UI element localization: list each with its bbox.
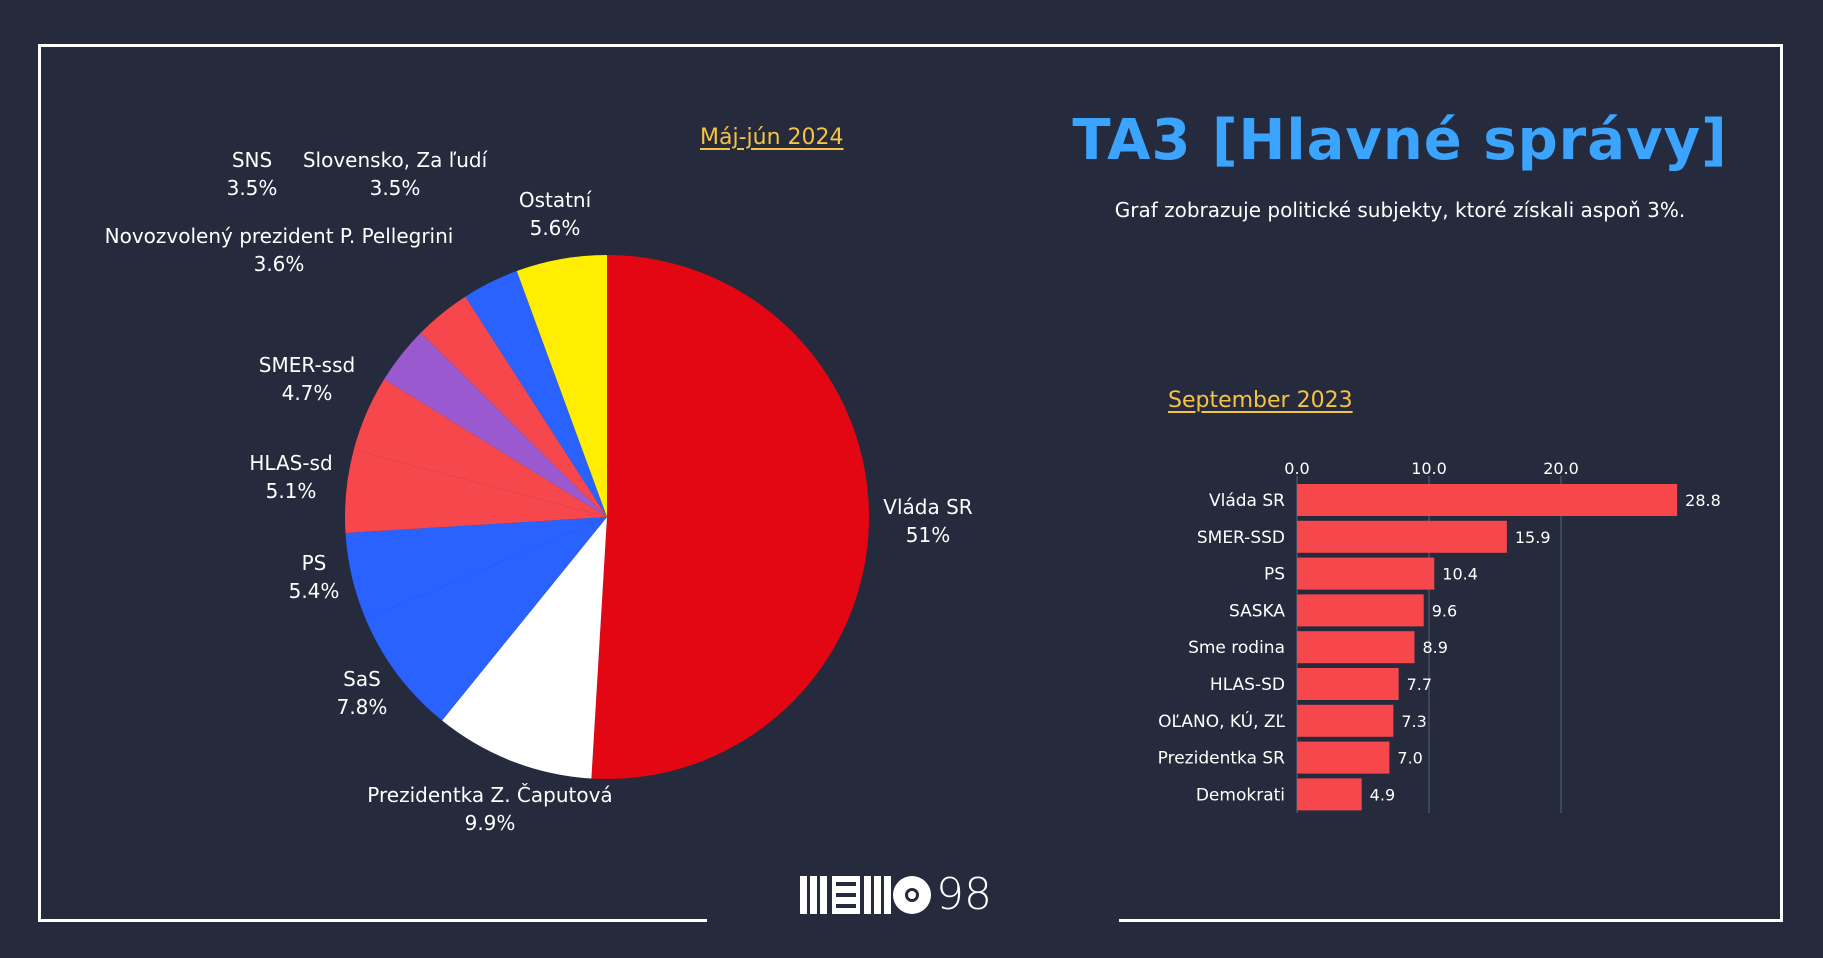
bar <box>1297 594 1424 627</box>
bar <box>1297 484 1678 516</box>
pie-slice <box>420 296 607 517</box>
pie-slice-value: 5.4% <box>289 579 340 603</box>
bar-value-label: 7.7 <box>1407 675 1432 694</box>
pie-slice-value: 4.7% <box>282 381 333 405</box>
pie-slice-label: SMER-ssd <box>259 353 355 377</box>
bar <box>1297 557 1435 590</box>
pie-slice-value: 3.6% <box>254 252 305 276</box>
bar-category-label: Vláda SR <box>1209 491 1285 511</box>
pie-slice-value: 7.8% <box>337 695 388 719</box>
pie-slice <box>442 517 607 779</box>
bar-value-label: 9.6 <box>1432 601 1457 620</box>
page-title: TA3 [Hlavné správy] <box>1072 108 1728 173</box>
memo98-logo: 98 <box>800 869 992 920</box>
bar <box>1297 741 1390 774</box>
x-tick-label: 10.0 <box>1411 459 1447 478</box>
pie-slice-value: 9.9% <box>465 811 516 835</box>
pie-slice-label: SaS <box>343 667 381 691</box>
memo-logo-mark-icon <box>800 876 931 914</box>
bar-value-label: 7.0 <box>1397 749 1422 768</box>
pie-slice <box>345 517 607 620</box>
pie-slice-label: Vláda SR <box>883 495 972 519</box>
pie-period-title: Máj-jún 2024 <box>700 125 844 150</box>
logo-text: 98 <box>936 869 992 920</box>
pie-slice-label: SNS <box>232 148 272 172</box>
pie-slice <box>353 379 607 517</box>
pie-slice-value: 5.1% <box>266 479 317 503</box>
bar-category-label: Prezidentka SR <box>1158 749 1286 769</box>
bar-value-label: 15.9 <box>1515 528 1551 547</box>
bar-category-label: Sme rodina <box>1188 638 1285 658</box>
frame-gap <box>707 915 1119 927</box>
bar <box>1297 668 1399 700</box>
bar-category-label: OĽANO, KÚ, ZĽ <box>1158 710 1285 732</box>
bar <box>1297 778 1362 811</box>
pie-slice-label: PS <box>302 551 327 575</box>
pie-slice <box>345 449 607 534</box>
pie-slice-label: Novozvolený prezident P. Pellegrini <box>105 224 454 248</box>
page-subtitle: Graf zobrazuje politické subjekty, ktoré… <box>1114 198 1686 222</box>
pie-slice-label: Slovensko, Za ľudí <box>303 148 489 172</box>
pie-slice <box>465 271 607 517</box>
pie-slice <box>365 517 607 721</box>
bar <box>1297 631 1415 664</box>
pie-slice <box>516 255 607 517</box>
bar-value-label: 4.9 <box>1370 785 1395 804</box>
pie-slice-value: 3.5% <box>227 176 278 200</box>
pie-slice-label: Ostatní <box>519 188 593 212</box>
x-tick-label: 20.0 <box>1543 459 1579 478</box>
bar <box>1297 704 1394 737</box>
bar <box>1297 520 1507 553</box>
pie-slice-label: HLAS-sd <box>249 451 332 475</box>
pie-slice-label: Prezidentka Z. Čaputová <box>367 783 612 807</box>
bar-value-label: 7.3 <box>1401 712 1426 731</box>
bar-category-label: SASKA <box>1229 601 1285 621</box>
bar-value-label: 8.9 <box>1422 638 1447 657</box>
bar-category-label: HLAS-SD <box>1210 675 1285 695</box>
bar-value-label: 28.8 <box>1685 491 1721 510</box>
pie-slice-value: 5.6% <box>530 216 581 240</box>
pie-slice <box>591 255 870 780</box>
bar-value-label: 10.4 <box>1442 565 1478 584</box>
pie-slice-value: 3.5% <box>370 176 421 200</box>
pie-slice-value: 51% <box>906 523 950 547</box>
bar-period-title: September 2023 <box>1168 388 1353 413</box>
x-tick-label: 0.0 <box>1284 459 1309 478</box>
bar-category-label: SMER-SSD <box>1197 528 1285 548</box>
bar-category-label: PS <box>1264 565 1285 585</box>
bar-category-label: Demokrati <box>1196 785 1285 805</box>
pie-slice <box>384 332 607 517</box>
